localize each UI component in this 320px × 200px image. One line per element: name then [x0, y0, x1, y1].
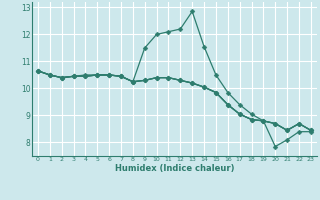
- X-axis label: Humidex (Indice chaleur): Humidex (Indice chaleur): [115, 164, 234, 173]
